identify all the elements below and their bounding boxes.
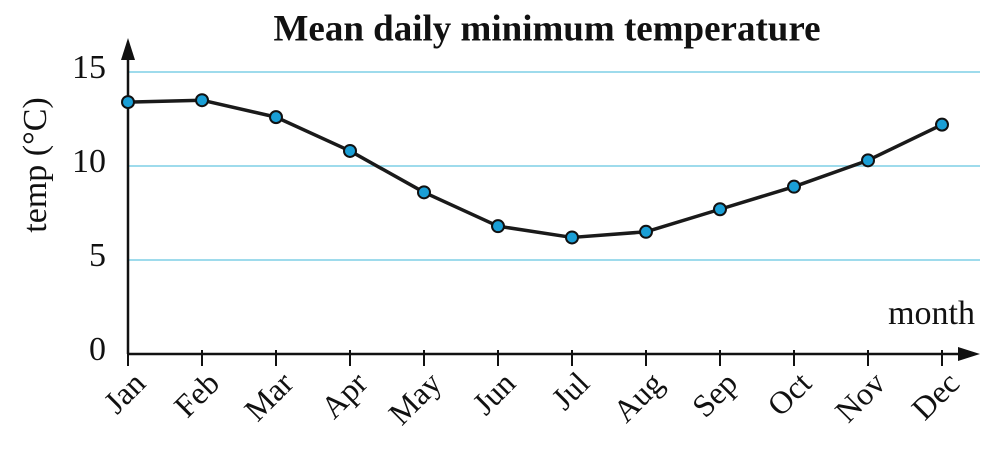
point xyxy=(121,95,135,110)
y-tick-label: 15 xyxy=(72,49,106,86)
chart-title: Mean daily minimum temperature xyxy=(273,8,820,49)
point xyxy=(343,143,357,158)
y-tick-label: 5 xyxy=(89,237,106,274)
x-tick-label: Nov xyxy=(828,365,892,429)
y-axis-label: temp (°C) xyxy=(17,97,54,232)
x-tick-label: Oct xyxy=(760,365,818,423)
y-tick-label: 0 xyxy=(89,331,106,368)
line xyxy=(127,98,943,240)
point xyxy=(713,202,727,217)
x-tick-label: Apr xyxy=(313,364,374,425)
x-tick-label: Jul xyxy=(544,365,596,417)
x-tick-label: May xyxy=(381,365,448,432)
x-tick-label: Jun xyxy=(465,365,522,422)
x-tick-label: Sep xyxy=(685,365,744,424)
x-tick-label: Jan xyxy=(97,365,153,421)
x-axis-label: month xyxy=(888,295,975,332)
y-tick-label: 10 xyxy=(72,143,106,180)
point xyxy=(639,224,653,239)
x-axis-arrow xyxy=(958,347,980,361)
x-tick-label: Feb xyxy=(167,365,226,424)
point xyxy=(861,153,875,168)
y-axis-arrow xyxy=(121,38,135,60)
x-tick-label: Mar xyxy=(237,364,300,427)
point xyxy=(417,185,431,200)
point xyxy=(491,219,505,234)
x-tick-label: Dec xyxy=(904,365,966,427)
point xyxy=(195,93,209,108)
x-tick-label: Aug xyxy=(606,365,670,429)
point xyxy=(935,117,949,132)
point xyxy=(787,179,801,194)
point xyxy=(269,110,283,125)
point xyxy=(565,230,579,245)
